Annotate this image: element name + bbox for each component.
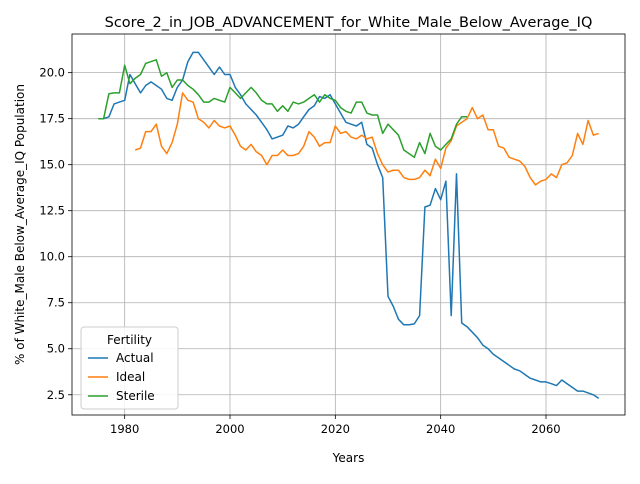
y-tick-label: 7.5 xyxy=(47,296,65,310)
y-tick-label: 10.0 xyxy=(39,250,65,264)
y-tick-label: 20.0 xyxy=(39,66,65,80)
x-axis-label: Years xyxy=(332,451,365,465)
x-tick-label: 2020 xyxy=(321,422,350,436)
chart-title: Score_2_in_JOB_ADVANCEMENT_for_White_Mal… xyxy=(105,15,593,31)
legend-entries: Actual Ideal Sterile xyxy=(88,351,155,403)
legend-box xyxy=(80,326,179,410)
x-tick-label: 2060 xyxy=(531,422,560,436)
y-tick-label: 15.0 xyxy=(39,158,65,172)
series-line-ideal xyxy=(134,92,599,186)
series-line-actual xyxy=(103,51,600,400)
legend-label-ideal: Ideal xyxy=(116,370,145,384)
y-tick-label: 2.5 xyxy=(47,388,65,402)
legend-title: Fertility xyxy=(107,333,152,347)
legend-label-actual: Actual xyxy=(116,351,154,365)
x-axis-ticks: 1980 2000 2020 2040 2060 xyxy=(110,415,561,436)
grid xyxy=(72,34,625,415)
y-axis-ticks: 2.5 5.0 7.5 10.0 12.5 15.0 17.5 20.0 xyxy=(39,66,72,402)
y-tick-label: 17.5 xyxy=(39,112,65,126)
plot-frame xyxy=(71,33,626,416)
x-tick-label: 2000 xyxy=(215,422,244,436)
y-tick-label: 5.0 xyxy=(47,342,65,356)
x-tick-label: 1980 xyxy=(110,422,139,436)
series-lines xyxy=(98,51,600,400)
legend: Fertility Actual Ideal Sterile xyxy=(80,326,179,410)
y-tick-label: 12.5 xyxy=(39,204,65,218)
series-line-sterile xyxy=(98,59,467,159)
legend-label-sterile: Sterile xyxy=(116,389,155,403)
x-tick-label: 2040 xyxy=(426,422,455,436)
y-axis-label: % of White_Male Below_Average_IQ Populat… xyxy=(13,84,27,365)
